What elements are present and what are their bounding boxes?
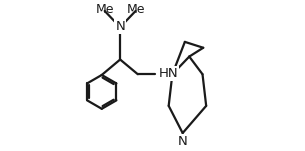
- Text: N: N: [115, 20, 125, 33]
- Text: Me: Me: [126, 3, 145, 16]
- Text: N: N: [178, 135, 188, 148]
- Text: HN: HN: [158, 67, 178, 80]
- Text: Me: Me: [95, 3, 114, 16]
